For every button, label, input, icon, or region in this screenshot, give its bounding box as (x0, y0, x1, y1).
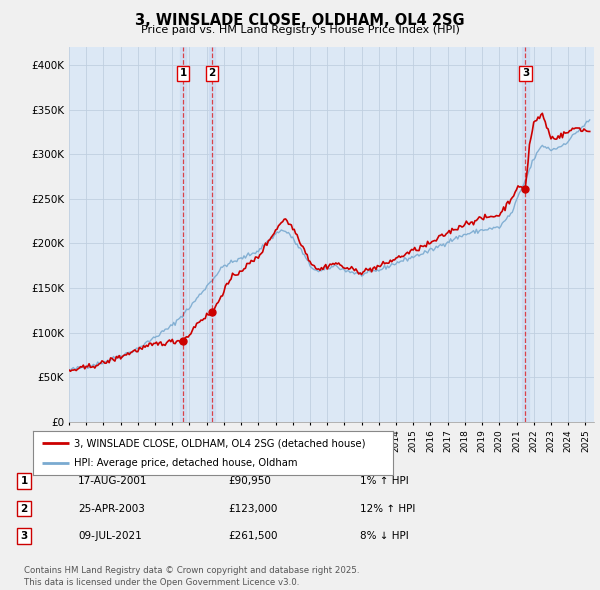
Text: 2: 2 (209, 68, 216, 78)
Text: £123,000: £123,000 (228, 504, 277, 513)
Bar (180, 47, 186, 422)
Bar (209, 47, 215, 422)
Text: £261,500: £261,500 (228, 532, 277, 541)
Text: 12% ↑ HPI: 12% ↑ HPI (360, 504, 415, 513)
Text: 1% ↑ HPI: 1% ↑ HPI (360, 476, 409, 486)
Text: 3: 3 (20, 532, 28, 541)
Text: 25-APR-2003: 25-APR-2003 (78, 504, 145, 513)
Text: 1: 1 (179, 68, 187, 78)
Text: HPI: Average price, detached house, Oldham: HPI: Average price, detached house, Oldh… (74, 458, 298, 468)
Text: 3: 3 (522, 68, 529, 78)
Text: 3, WINSLADE CLOSE, OLDHAM, OL4 2SG: 3, WINSLADE CLOSE, OLDHAM, OL4 2SG (135, 13, 465, 28)
Text: 3, WINSLADE CLOSE, OLDHAM, OL4 2SG (detached house): 3, WINSLADE CLOSE, OLDHAM, OL4 2SG (deta… (74, 438, 366, 448)
Text: 2: 2 (20, 504, 28, 513)
Text: £90,950: £90,950 (228, 476, 271, 486)
Text: 09-JUL-2021: 09-JUL-2021 (78, 532, 142, 541)
Text: 8% ↓ HPI: 8% ↓ HPI (360, 532, 409, 541)
Text: Price paid vs. HM Land Registry's House Price Index (HPI): Price paid vs. HM Land Registry's House … (140, 25, 460, 35)
Text: Contains HM Land Registry data © Crown copyright and database right 2025.
This d: Contains HM Land Registry data © Crown c… (24, 566, 359, 587)
Text: 17-AUG-2001: 17-AUG-2001 (78, 476, 148, 486)
Text: 1: 1 (20, 476, 28, 486)
Bar (523, 47, 529, 422)
